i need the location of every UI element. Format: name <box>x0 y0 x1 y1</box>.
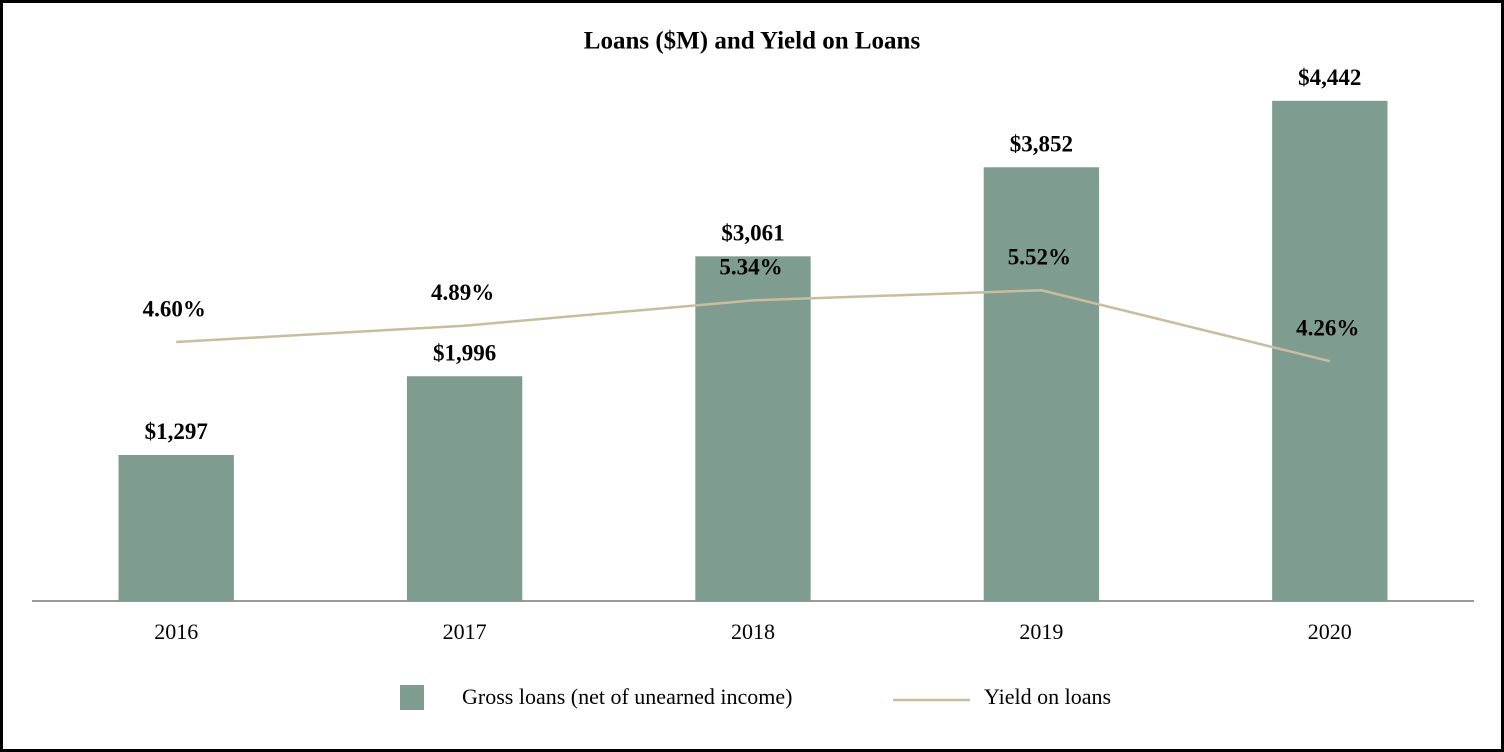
bar <box>695 256 811 601</box>
legend-label: Yield on loans <box>984 684 1111 709</box>
bar-value-label: $3,061 <box>721 221 784 246</box>
x-tick-label: 2018 <box>731 619 775 644</box>
bar-value-label: $4,442 <box>1298 65 1361 90</box>
legend-label: Gross loans (net of unearned income) <box>462 684 793 709</box>
bar-value-label: $1,996 <box>433 341 496 366</box>
x-tick-label: 2019 <box>1019 619 1063 644</box>
x-tick-label: 2016 <box>154 619 198 644</box>
line-value-label: 5.34% <box>719 255 782 280</box>
bar <box>118 454 234 601</box>
bar-value-label: $1,297 <box>145 419 208 444</box>
line-value-label: 4.89% <box>431 280 494 305</box>
line <box>176 288 1331 363</box>
bar <box>406 376 523 601</box>
x-tick-label: 2020 <box>1308 619 1352 644</box>
bar <box>983 167 1100 601</box>
line-value-label: 4.26% <box>1296 315 1359 340</box>
legend-swatch <box>400 685 424 710</box>
x-tick-label: 2017 <box>443 619 487 644</box>
bar-value-label: $3,852 <box>1010 132 1073 157</box>
chart-title: Loans ($M) and Yield on Loans <box>584 28 921 55</box>
line-value-label: 4.60% <box>143 296 206 321</box>
line-value-label: 5.52% <box>1008 245 1071 270</box>
